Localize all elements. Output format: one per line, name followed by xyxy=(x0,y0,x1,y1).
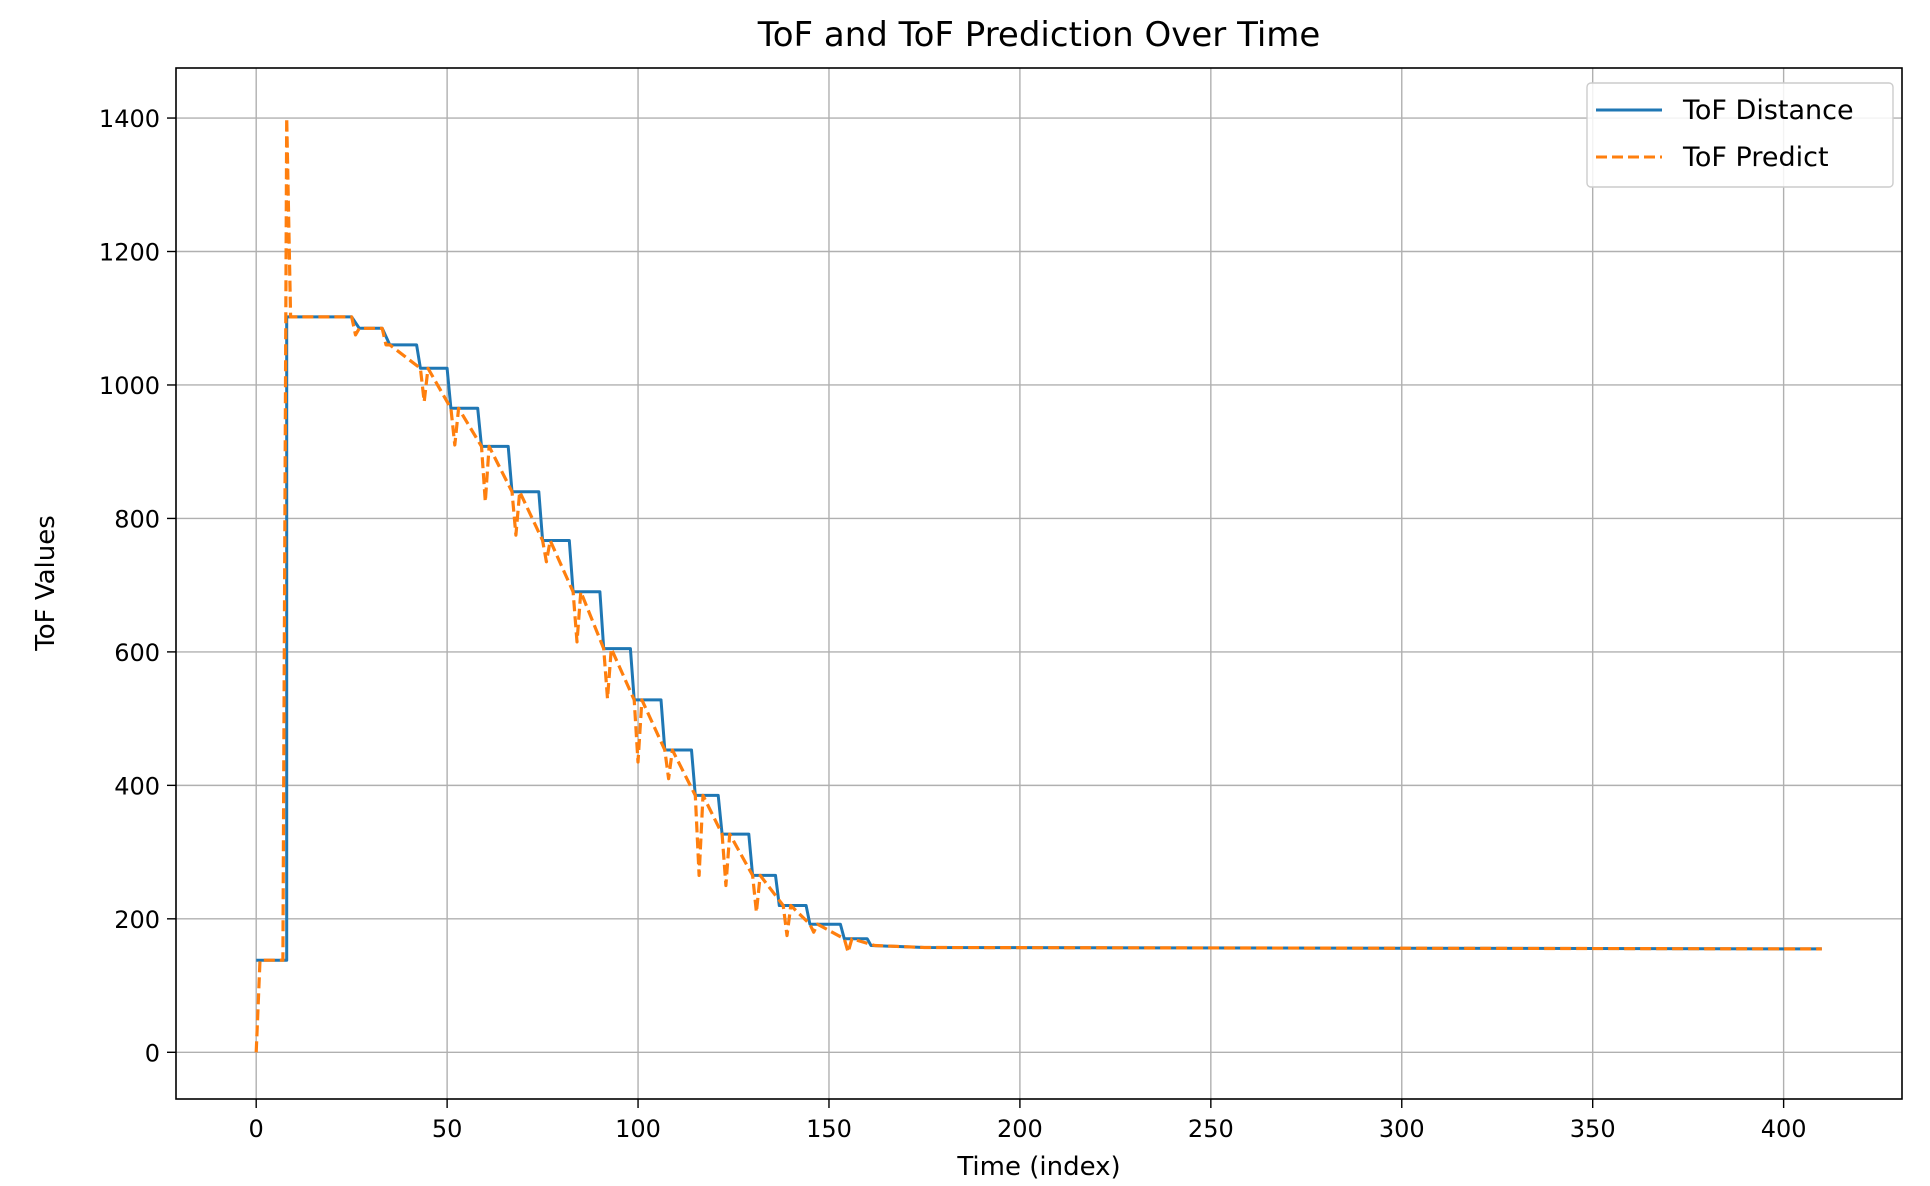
x-axis-label: Time (index) xyxy=(956,1152,1120,1182)
x-tick-label: 400 xyxy=(1761,1115,1807,1143)
y-tick-label: 800 xyxy=(114,505,160,533)
legend-label-1: ToF Distance xyxy=(1682,95,1854,126)
x-tick-label: 50 xyxy=(432,1115,463,1143)
x-tick-label: 250 xyxy=(1188,1115,1234,1143)
x-tick-label: 100 xyxy=(615,1115,661,1143)
legend-box xyxy=(1586,82,1894,188)
y-axis-label: ToF Values xyxy=(31,515,61,652)
gridlines xyxy=(176,68,1902,1099)
y-tick-label: 400 xyxy=(114,772,160,800)
x-tick-label: 200 xyxy=(997,1115,1043,1143)
y-tick-label: 1400 xyxy=(99,105,160,133)
series-line-1 xyxy=(256,315,1822,962)
series-lines xyxy=(254,116,1822,1053)
y-tick-label: 0 xyxy=(145,1039,160,1067)
y-tick-label: 200 xyxy=(114,906,160,934)
x-tick-label: 0 xyxy=(249,1115,264,1143)
legend: ToF Distance ToF Predict xyxy=(1586,82,1894,188)
x-tick-label: 350 xyxy=(1570,1115,1616,1143)
y-tick-label: 600 xyxy=(114,639,160,667)
plot-frame xyxy=(175,67,1903,1100)
x-tick-label: 150 xyxy=(806,1115,852,1143)
legend-label-2: ToF Predict xyxy=(1682,142,1829,173)
x-tick-label: 300 xyxy=(1379,1115,1425,1143)
axis-ticks: 0 50 100 150 200 250 300 350 400 0 200 400 600 800 100… xyxy=(99,105,1807,1143)
chart-title: ToF and ToF Prediction Over Time xyxy=(757,15,1321,55)
y-tick-label: 1000 xyxy=(99,372,160,400)
series-line-2 xyxy=(254,116,1822,1053)
y-tick-label: 1200 xyxy=(99,239,160,267)
